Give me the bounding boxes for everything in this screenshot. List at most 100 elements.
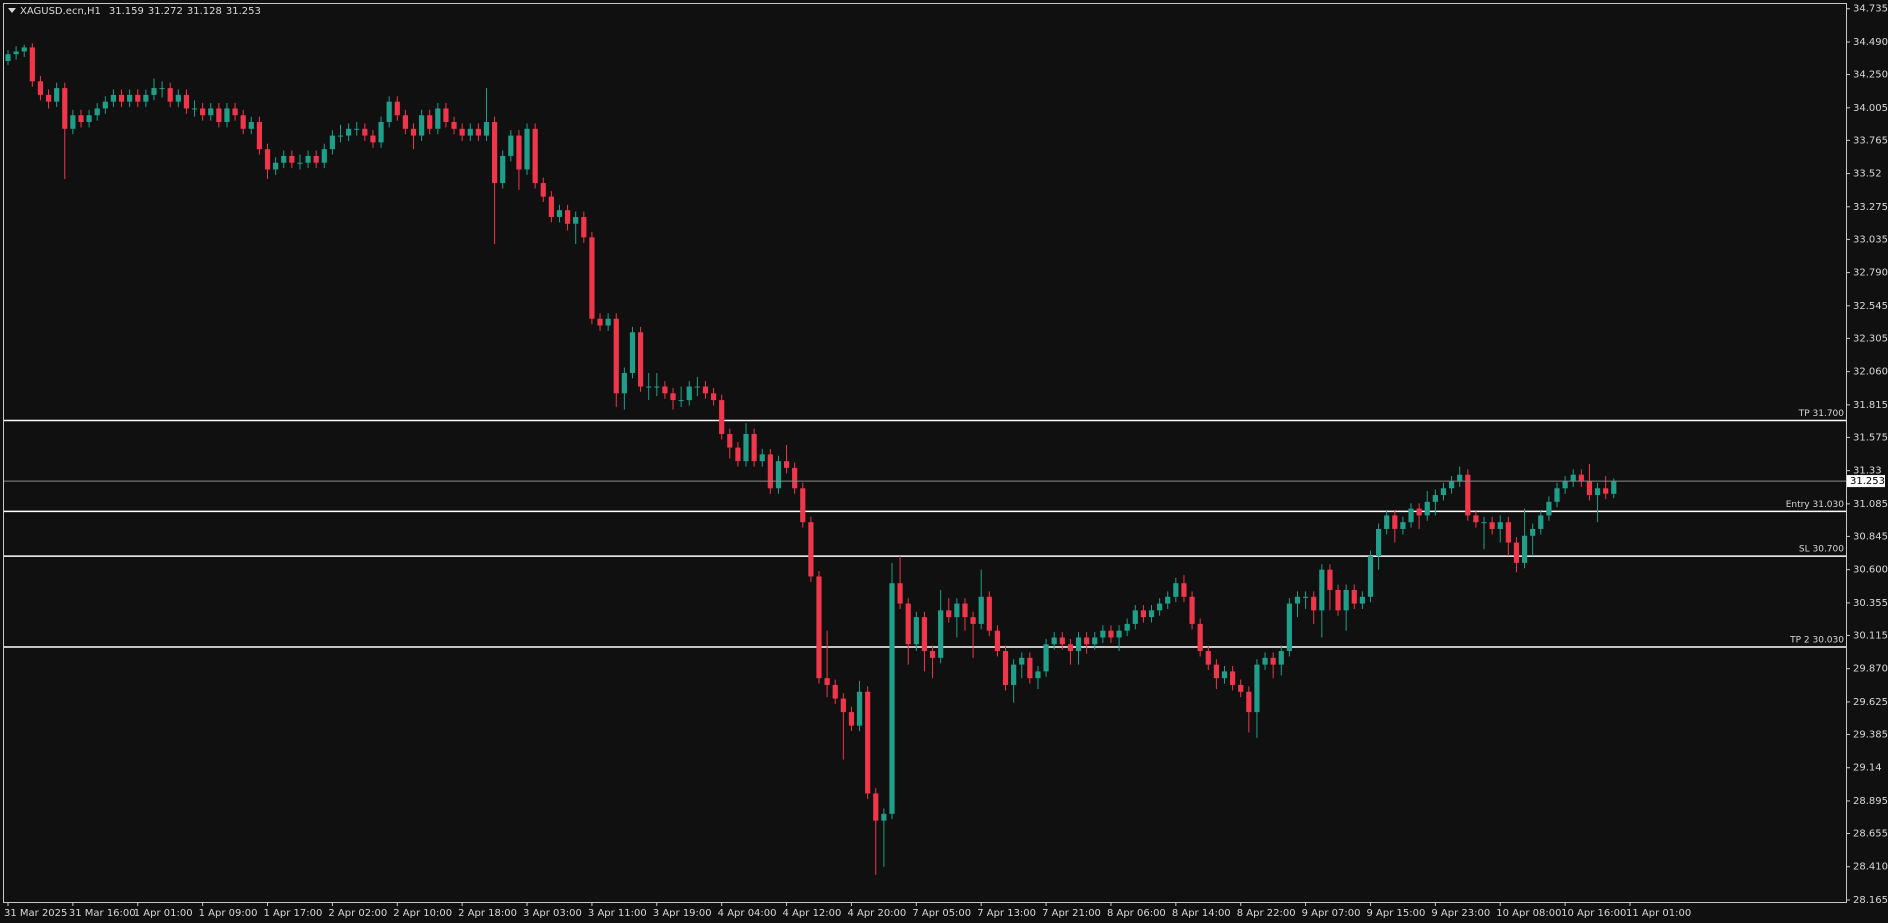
candle-body [1116,630,1122,638]
candle-body [832,684,838,699]
candle-body [273,162,279,170]
y-tick-label: 34.250 [1853,70,1888,81]
candle-body [1019,657,1025,665]
candle-body [1505,522,1511,543]
y-tick-label: 29.625 [1853,697,1888,708]
candle-body [1035,671,1041,679]
candle-body [670,393,676,401]
candle-body [848,712,855,726]
candle-body [1108,630,1114,638]
candle-body [1278,651,1284,665]
candle-body [873,793,879,821]
x-tick-label: 8 Apr 06:00 [1107,908,1166,919]
candle-body [378,122,384,143]
candle-body [110,94,117,102]
candle-body [1457,474,1463,482]
candle-body [986,596,992,631]
candle-body [1092,637,1098,645]
candle-body [978,596,984,624]
candle-body [1132,610,1138,624]
candle-body [532,128,538,184]
candle-body [581,216,587,238]
candle-body [1270,657,1276,665]
candle-body [1084,637,1090,645]
candle-body [564,210,571,224]
candle-body [1578,474,1584,482]
y-tick-label: 33.52 [1853,169,1882,180]
candle-body [775,461,782,489]
candle-body [1140,610,1146,618]
candle-body [1586,481,1593,496]
y-tick-label: 33.765 [1853,135,1888,146]
candle-body [1521,535,1528,563]
candle-body [1027,657,1033,679]
candle-body [1400,522,1406,529]
candle-body [1238,684,1244,692]
candle-body [621,372,627,394]
candle-body [427,115,433,129]
candle-body [419,115,425,136]
candle-body [1546,501,1552,516]
y-tick-label: 33.035 [1853,234,1888,245]
candle-body [1497,522,1503,529]
candle-body [1181,583,1187,597]
candle-body [954,603,960,618]
candle-body [451,122,457,129]
candle-body [524,128,530,170]
candle-body [102,101,108,109]
candle-body [86,115,92,123]
candle-body [1246,691,1252,713]
x-tick-label: 7 Apr 05:00 [912,908,971,919]
candle-body [256,122,263,150]
candle-body [800,488,806,523]
y-tick-label: 30.845 [1853,531,1888,542]
candle-body [889,583,895,814]
candle-body [654,386,660,388]
close: 31.253 [226,6,261,17]
open: 31.159 [109,6,144,17]
candle-body [337,135,344,137]
x-tick-label: 1 Apr 17:00 [264,908,323,919]
candle-body [605,318,611,326]
candle-body [1603,488,1609,494]
candle-body [354,128,360,130]
candle-body [1124,623,1130,631]
header: XAGUSD.ecn,H1 31.159 31.272 31.128 31.253 [20,6,261,17]
candle-body [1335,590,1341,611]
candle-body [1367,556,1374,597]
candle-body [1465,474,1471,516]
candle-body [1011,664,1017,685]
candle-body [475,128,481,136]
x-tick-label: 9 Apr 23:00 [1431,908,1490,919]
candle-body [1051,637,1057,645]
candle-body [865,691,871,794]
candle-body [410,128,417,136]
x-tick-label: 7 Apr 13:00 [977,908,1036,919]
candle-body [686,386,692,401]
y-tick-label: 34.005 [1853,103,1888,114]
level-label: TP 31.700 [1798,409,1845,419]
candle-body [1481,522,1487,524]
candle-body [435,108,441,129]
candle-body [329,135,335,150]
candle-body [913,617,919,645]
candle-body [1043,644,1049,672]
candle-body [1189,596,1195,624]
candle-body [386,101,392,123]
x-tick-label: 10 Apr 16:00 [1561,908,1626,919]
level-label: SL 30.700 [1799,545,1844,555]
candle-body [78,115,84,123]
candle-body [216,108,222,123]
candle-body [816,576,822,679]
y-tick-label: 31.815 [1853,400,1888,411]
price-label: 31.253 [1850,476,1885,487]
candle-body [548,196,554,217]
candle-body [37,81,44,95]
candle-body [459,128,465,136]
x-tick-label: 3 Apr 03:00 [523,908,582,919]
candle-body [856,691,863,726]
menu-arrow[interactable] [8,8,16,13]
